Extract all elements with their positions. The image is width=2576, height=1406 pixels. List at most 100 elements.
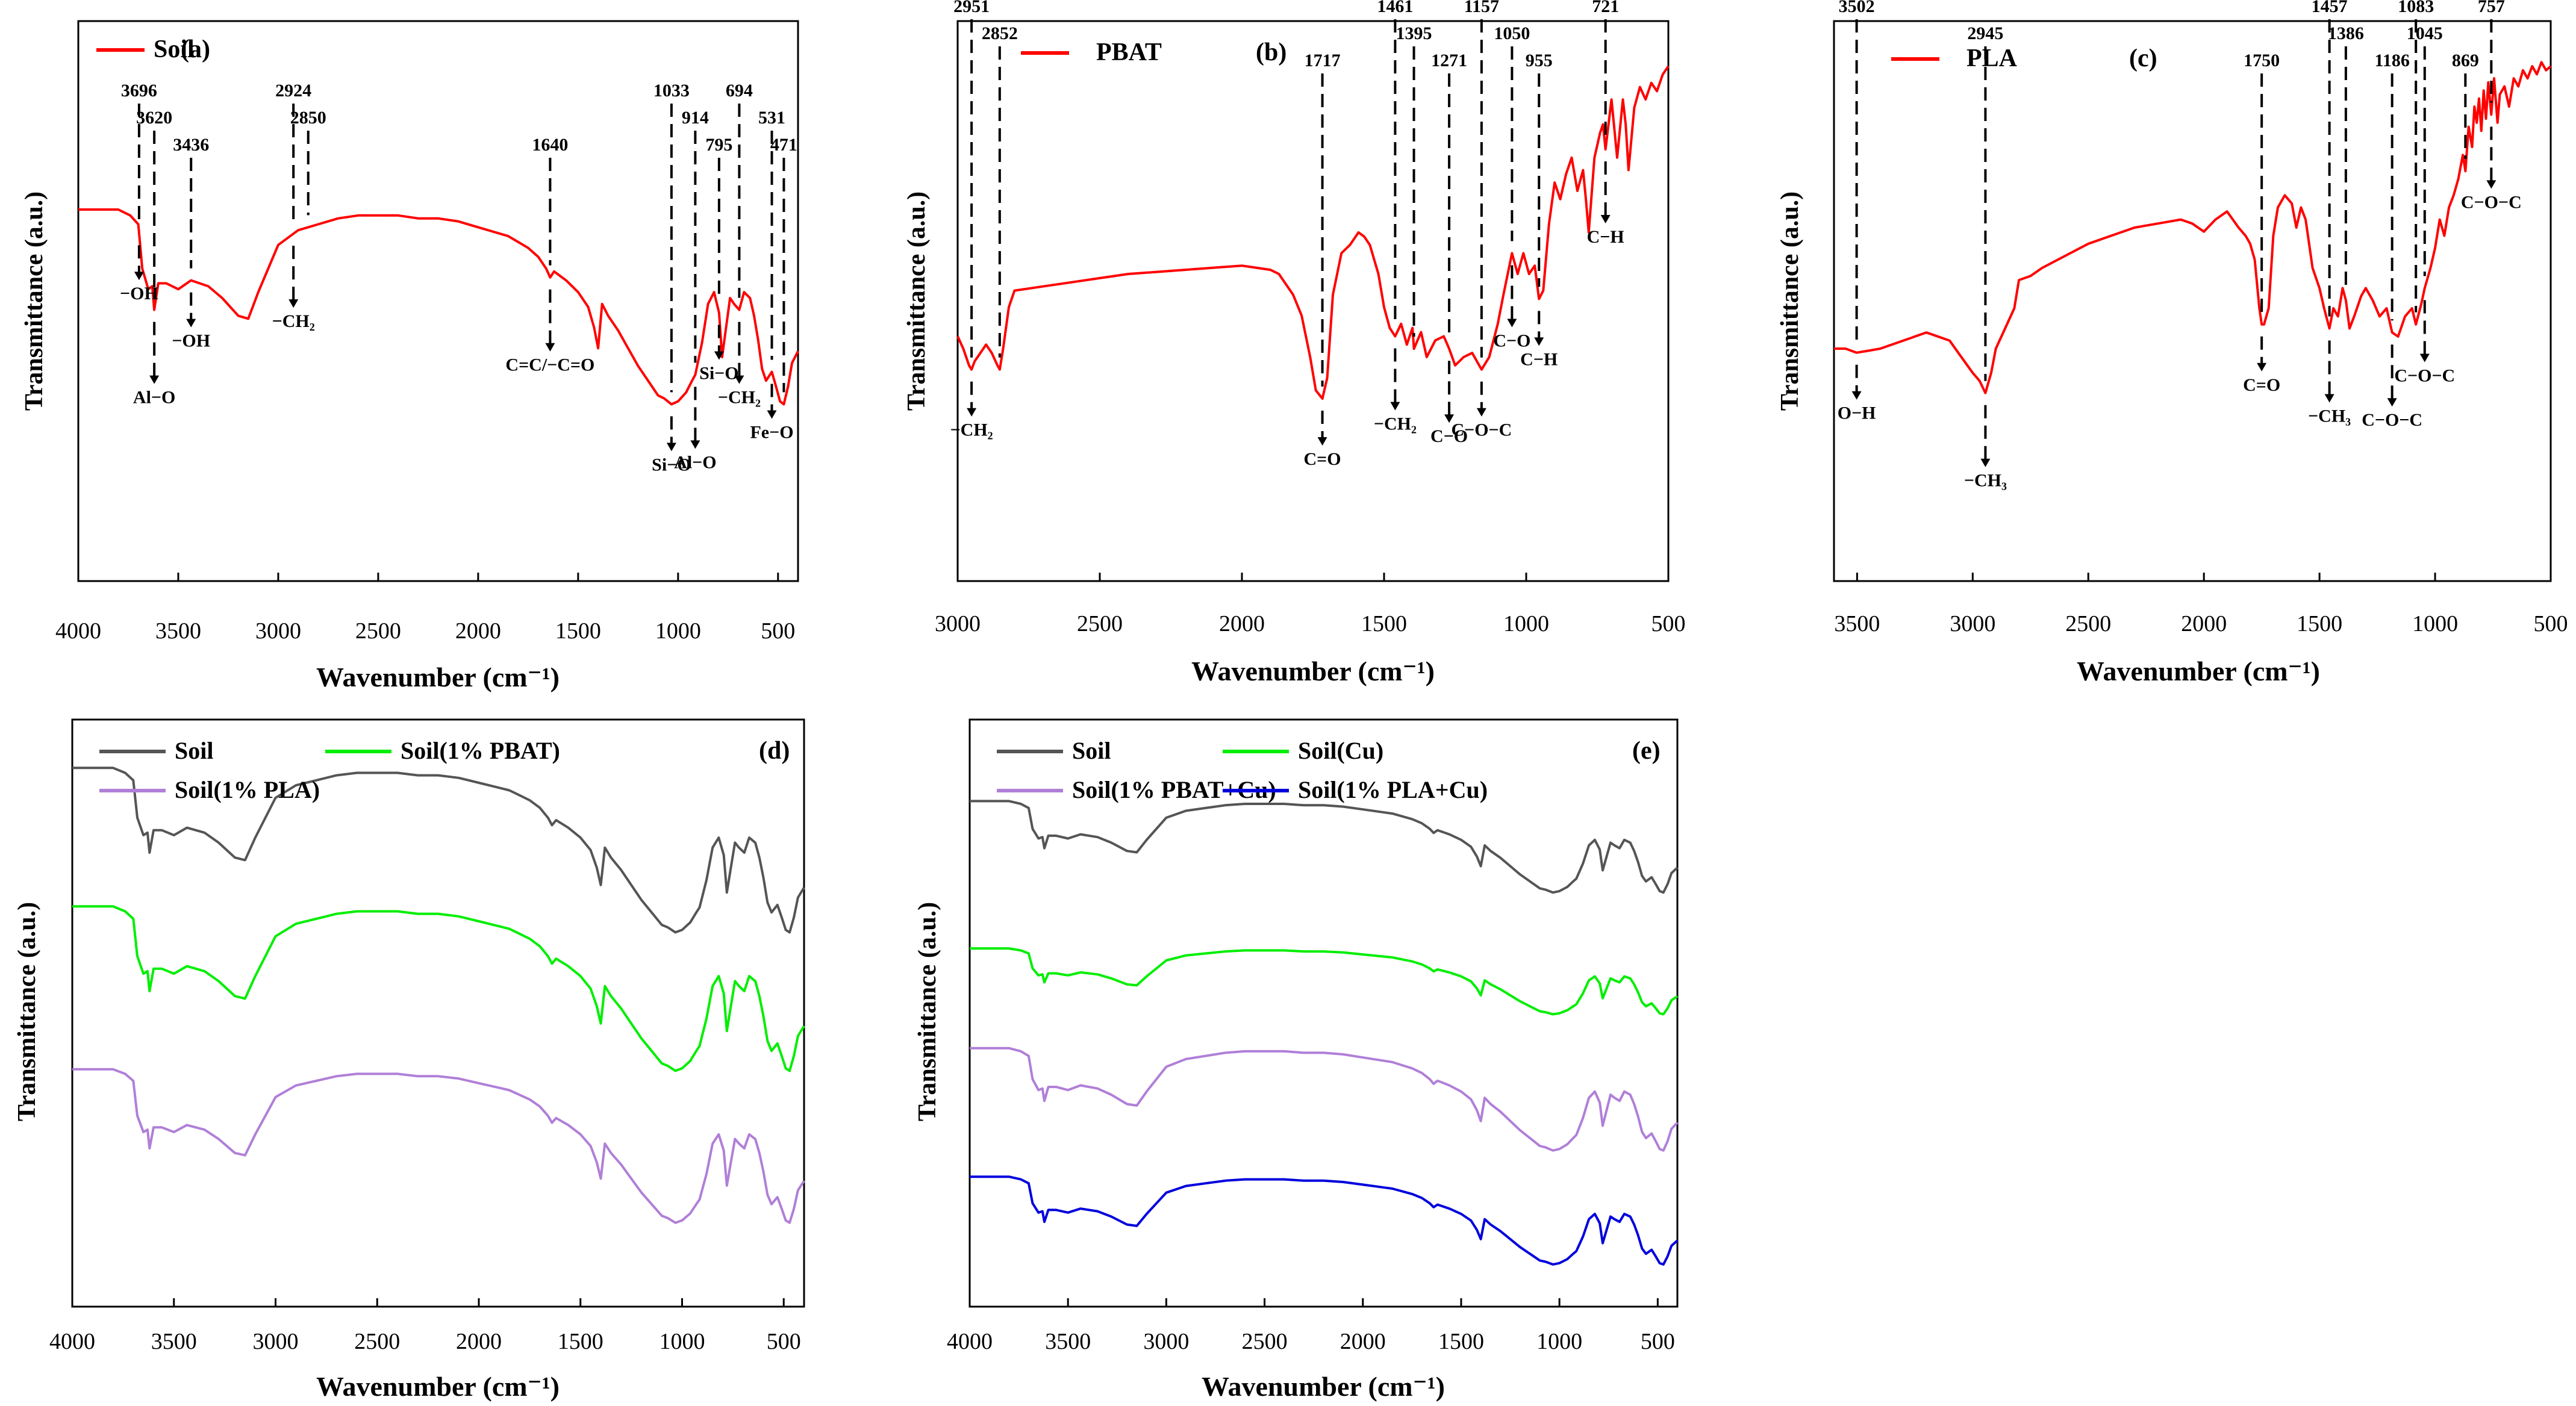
panel-d-panel-label: (d)	[759, 737, 790, 765]
panel-a-tick-label: 2500	[355, 618, 401, 644]
panel-c-arrow	[2257, 362, 2267, 372]
panel-a-tick-label: 1500	[555, 618, 601, 644]
panel-c-arrow	[2387, 398, 2397, 407]
panel-b-peak-label: 1271	[1431, 51, 1467, 70]
panel-a-peak-label: 914	[682, 108, 709, 128]
panel-b-peak-label: 1395	[1396, 23, 1432, 43]
panel-c-group-label: C−O−C	[2461, 192, 2522, 212]
panel-c-ylabel: Transmittance (a.u.)	[1776, 191, 1804, 411]
panel-d-plot: 4000 3500 3000 2500 2000 1500 1000 500 Soil Soil(…	[49, 737, 805, 1354]
panel-b-tick-label: 2000	[1219, 611, 1265, 636]
panel-b-tick-label: 2500	[1077, 611, 1123, 636]
panel-c-panel-label: (c)	[2129, 45, 2157, 72]
panel-c-peak-label: 869	[2452, 51, 2479, 70]
panel-c-peak-label: 1750	[2244, 51, 2280, 70]
panel-c-peak-label: 1186	[2374, 51, 2409, 70]
panel-b-peak-label: 2951	[953, 0, 990, 16]
panel-e-tick-label: 3500	[1045, 1329, 1091, 1354]
panel-e-tick-label: 1000	[1536, 1329, 1582, 1354]
panel-c-group-label: C=O	[2243, 375, 2280, 395]
panel-b-panel-label: (b)	[1256, 39, 1286, 66]
panel-a-peak-label: 3436	[173, 135, 209, 155]
panel-d-tick-label: 1000	[660, 1329, 705, 1354]
panel-c-series-line	[1834, 61, 2552, 394]
panel-a-group-label: −OH	[120, 284, 158, 303]
panel-b-peak-label: 1461	[1377, 0, 1413, 16]
panel-c-plot: 3500 3000 2500 2000 1500 1000 500 PLA (c) 3502 O−H…	[1834, 0, 2568, 636]
panel-e-ylabel: Transmittance (a.u.)	[914, 902, 941, 1121]
panel-b-peak-label: 2852	[982, 23, 1018, 43]
panel-c-frame	[1833, 20, 2552, 582]
panel-a-group-label: Si−O	[652, 455, 691, 474]
panel-b-peak-label: 1157	[1464, 0, 1499, 16]
panel-d-tick-label: 1500	[558, 1329, 603, 1354]
panel-a-tick-label: 1000	[655, 618, 701, 644]
panel-b-group-label: C−O−C	[1451, 420, 1512, 440]
panel-c-peak-label: 1045	[2407, 23, 2443, 43]
panel-c: 3500 3000 2500 2000 1500 1000 500 PLA (c) 3502 O−H…	[1776, 0, 2568, 686]
panel-c-arrow	[1851, 391, 1862, 400]
panel-a-tick-label: 3000	[255, 618, 301, 644]
panel-d-series-line	[72, 905, 805, 1072]
panel-b-group-label: −CH₂	[1374, 414, 1417, 434]
panel-b-arrow	[1600, 215, 1611, 223]
panel-a-peak-label: 2924	[275, 81, 311, 101]
panel-a-peak-label: 694	[726, 81, 753, 101]
panel-a-peak-label: 2850	[290, 108, 326, 128]
panel-c-group-label: C−O−C	[2394, 366, 2455, 386]
panel-a-arrow	[134, 272, 144, 281]
panel-c-group-label: −CH₃	[1964, 471, 2007, 491]
panel-a-arrow	[714, 351, 724, 360]
panel-c-arrow	[2419, 353, 2430, 362]
panel-b-group-label: C−H	[1520, 349, 1558, 369]
panel-d-ylabel: Transmittance (a.u.)	[13, 902, 41, 1121]
panel-b-series-line	[956, 65, 1670, 400]
panel-a-peak-label: 3696	[121, 81, 157, 101]
panel-c-xlabel: Wavenumber (cm⁻¹)	[2077, 656, 2320, 686]
panel-e-plot: 4000 3500 3000 2500 2000 1500 1000 500 Soil Soil(…	[947, 737, 1679, 1354]
panel-c-tick-label: 500	[2534, 611, 2568, 636]
panel-c-group-label: C−O−C	[2362, 410, 2422, 430]
panel-a-group-label: −CH₂	[718, 388, 761, 408]
panel-a-frame	[77, 20, 799, 582]
panel-e-legend-label: Soil(Cu)	[1298, 737, 1383, 764]
panel-e-tick-label: 3000	[1143, 1329, 1189, 1354]
panel-a-tick-label: 3500	[155, 618, 201, 644]
panel-b-arrow	[1444, 414, 1455, 423]
panel-a-arrow	[186, 319, 196, 328]
panel-b-plot: 3000 2500 2000 1500 1000 500 PBAT (b) 2951 −CH₂ 28…	[935, 0, 1686, 636]
panel-d-tick-label: 2500	[354, 1329, 400, 1354]
panel-b-arrow	[1507, 319, 1517, 328]
panel-e-tick-label: 2500	[1242, 1329, 1288, 1354]
panel-d-legend-label: Soil(1% PLA)	[175, 776, 320, 803]
panel-a-group-label: −CH₂	[272, 311, 315, 331]
panel-a-arrow	[666, 443, 676, 452]
panel-a-arrow	[149, 375, 160, 384]
panel-d-tick-label: 4000	[49, 1329, 95, 1354]
panel-a-series-line	[78, 208, 799, 406]
panel-a-peak-label: 1033	[653, 81, 690, 101]
panel-e-legend-label: Soil	[1072, 737, 1111, 764]
panel-b-peak-label: 721	[1592, 0, 1619, 16]
panel-a-tick-label: 2000	[455, 618, 501, 644]
panel-b-group-label: C−H	[1587, 227, 1624, 247]
panel-a-plot: 4000 3500 3000 2500 2000 1500 1000 500 Soil(a) 36…	[55, 36, 799, 644]
panel-a-xlabel: Wavenumber (cm⁻¹)	[316, 662, 560, 692]
panel-c-arrow	[2486, 180, 2496, 189]
panel-b-arrow	[1534, 337, 1544, 346]
panel-e-tick-label: 4000	[947, 1329, 993, 1354]
panel-d-legend-label: Soil(1% PBAT)	[401, 737, 560, 764]
panel-c-arrow	[1980, 458, 1991, 467]
panel-d-xlabel: Wavenumber (cm⁻¹)	[316, 1371, 560, 1402]
panel-a-tick-label: 4000	[55, 618, 101, 644]
panel-e-xlabel: Wavenumber (cm⁻¹)	[1202, 1371, 1445, 1402]
panel-c-tick-label: 1500	[2297, 611, 2342, 636]
panel-b-arrow	[1317, 437, 1327, 446]
panel-a-panel-label: (a)	[181, 36, 210, 63]
panel-a-group-label: C=C/−C=O	[505, 355, 594, 375]
panel-e-series-line	[970, 947, 1679, 1016]
panel-a-peak-label: 3620	[136, 108, 172, 128]
panel-a-ylabel: Transmittance (a.u.)	[20, 191, 48, 411]
panel-a-peak-label: 1640	[532, 135, 568, 155]
